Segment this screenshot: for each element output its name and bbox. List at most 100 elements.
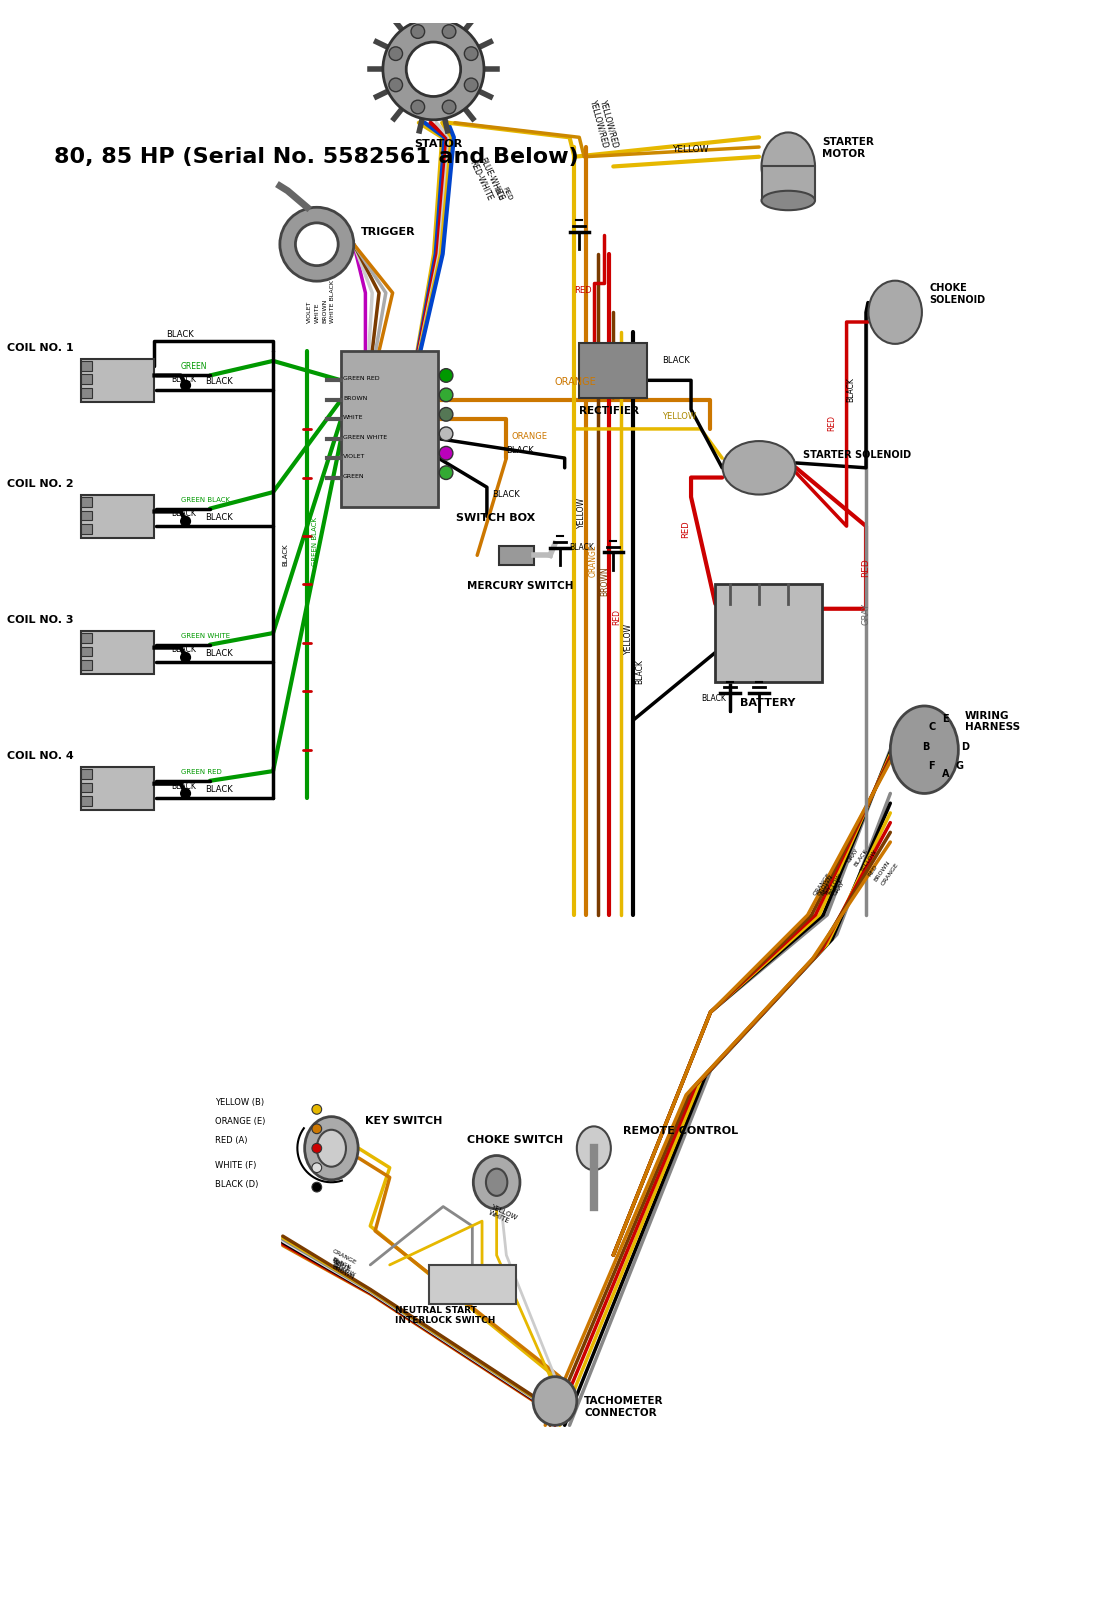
Text: RED (A): RED (A)	[214, 1136, 248, 1146]
Text: CHOKE SWITCH: CHOKE SWITCH	[468, 1136, 563, 1146]
Ellipse shape	[576, 1126, 610, 1170]
Text: CHOKE
SOLENOID: CHOKE SOLENOID	[930, 283, 986, 304]
Ellipse shape	[761, 133, 815, 201]
Bar	[580, 343, 647, 398]
Ellipse shape	[534, 1377, 576, 1425]
Text: VIOLET: VIOLET	[307, 301, 312, 324]
Bar	[80, 388, 92, 398]
Ellipse shape	[723, 442, 795, 495]
Text: F: F	[928, 760, 935, 770]
Circle shape	[439, 447, 453, 460]
Text: BLACK: BLACK	[636, 659, 645, 684]
Text: YELLOW: YELLOW	[624, 623, 632, 655]
Text: ORANGE: ORANGE	[813, 872, 832, 896]
Text: YELLOW: YELLOW	[672, 146, 708, 154]
Text: RED: RED	[821, 883, 832, 896]
Text: BLACK: BLACK	[492, 490, 519, 498]
Text: A: A	[942, 769, 949, 778]
Text: GREEN WHITE: GREEN WHITE	[343, 435, 387, 440]
Text: BROWN: BROWN	[601, 566, 609, 595]
Text: STATOR: STATOR	[414, 139, 462, 149]
Bar	[80, 374, 92, 383]
Text: BROWN: BROWN	[343, 396, 367, 401]
Circle shape	[439, 408, 453, 421]
Ellipse shape	[473, 1155, 520, 1209]
Text: BLACK: BLACK	[506, 447, 535, 455]
Text: YELLOW (B): YELLOW (B)	[214, 1097, 264, 1107]
Text: RED: RED	[827, 414, 836, 430]
Text: GREEN: GREEN	[180, 362, 207, 371]
Text: TACHOMETER
CONNECTOR: TACHOMETER CONNECTOR	[584, 1396, 663, 1417]
Bar	[498, 545, 534, 565]
Text: KEY SWITCH: KEY SWITCH	[365, 1116, 443, 1126]
Text: 80, 85 HP (Serial No. 5582561 and Below): 80, 85 HP (Serial No. 5582561 and Below)	[54, 147, 579, 167]
Bar	[80, 495, 154, 537]
Text: RED: RED	[574, 286, 592, 294]
Bar	[80, 769, 92, 778]
Text: RED: RED	[681, 521, 691, 537]
Circle shape	[312, 1183, 321, 1192]
Ellipse shape	[868, 280, 922, 345]
Ellipse shape	[486, 1168, 507, 1196]
Text: BLACK: BLACK	[170, 646, 196, 655]
Text: D: D	[961, 741, 969, 752]
Bar	[80, 524, 92, 534]
Text: ORANGE: ORANGE	[556, 377, 596, 387]
Circle shape	[439, 466, 453, 479]
Bar	[80, 361, 92, 371]
Circle shape	[312, 1144, 321, 1154]
Text: COIL NO. 2: COIL NO. 2	[8, 479, 74, 489]
Text: ORANGE (E): ORANGE (E)	[214, 1116, 265, 1126]
Circle shape	[442, 100, 455, 113]
Bar	[80, 631, 154, 673]
Bar	[80, 783, 92, 793]
Text: WHITE: WHITE	[343, 416, 363, 421]
Circle shape	[180, 380, 190, 390]
Text: WHITE (F): WHITE (F)	[214, 1160, 256, 1170]
Text: RED: RED	[861, 558, 870, 576]
Circle shape	[464, 78, 478, 92]
Ellipse shape	[317, 1129, 346, 1167]
Text: MERCURY SWITCH: MERCURY SWITCH	[468, 581, 574, 591]
Text: COIL NO. 1: COIL NO. 1	[8, 343, 74, 353]
Bar	[80, 796, 92, 806]
Circle shape	[389, 78, 403, 92]
Bar	[80, 660, 92, 670]
Text: GREEN: GREEN	[343, 474, 365, 479]
Circle shape	[180, 652, 190, 662]
Text: GREEN BLACK: GREEN BLACK	[180, 497, 230, 503]
Bar	[80, 647, 92, 657]
Text: BLACK: BLACK	[847, 377, 856, 401]
Text: REMOTE CONTROL: REMOTE CONTROL	[623, 1126, 738, 1136]
Bar	[715, 584, 823, 681]
Text: YELLOW: YELLOW	[578, 497, 586, 527]
Text: YELLOW/RED: YELLOW/RED	[598, 99, 620, 149]
Text: BLU: BLU	[493, 186, 504, 202]
Text: BROWN: BROWN	[816, 874, 835, 896]
Ellipse shape	[761, 191, 815, 210]
Circle shape	[464, 47, 478, 60]
Circle shape	[312, 1163, 321, 1173]
Ellipse shape	[305, 1116, 359, 1180]
Text: VIOLET: VIOLET	[343, 455, 365, 460]
Bar	[341, 351, 438, 506]
Text: BLACK: BLACK	[205, 785, 233, 794]
Circle shape	[439, 427, 453, 440]
Text: BLACK: BLACK	[701, 694, 726, 704]
Circle shape	[439, 388, 453, 401]
Circle shape	[411, 100, 425, 113]
Text: YELLOW/RED: YELLOW/RED	[588, 99, 610, 149]
Text: STARTER SOLENOID: STARTER SOLENOID	[803, 450, 911, 460]
Text: NEUTRAL START
INTERLOCK SWITCH: NEUTRAL START INTERLOCK SWITCH	[395, 1306, 495, 1325]
Circle shape	[312, 1125, 321, 1134]
Text: G: G	[956, 760, 964, 770]
Text: RED: RED	[331, 1257, 345, 1269]
Text: BROWN: BROWN	[331, 1264, 355, 1280]
Circle shape	[180, 516, 190, 526]
Circle shape	[312, 1105, 321, 1115]
Circle shape	[406, 42, 461, 97]
Text: RED-WHITE: RED-WHITE	[468, 160, 494, 202]
Text: YELLOW: YELLOW	[331, 1260, 356, 1278]
Text: BLACK: BLACK	[205, 649, 233, 659]
Circle shape	[439, 369, 453, 382]
